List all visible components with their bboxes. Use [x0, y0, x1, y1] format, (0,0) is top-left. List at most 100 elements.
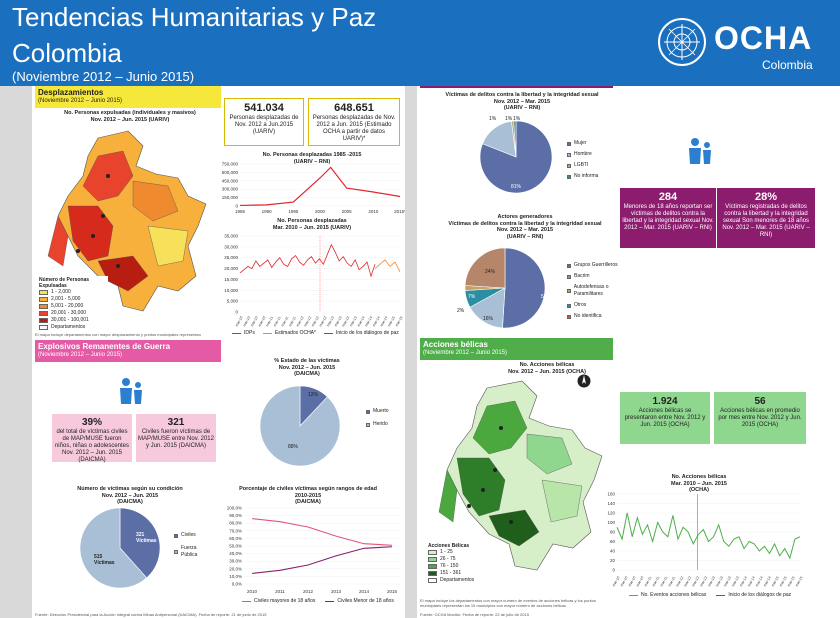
- legend-item: No informa: [567, 173, 627, 180]
- y-tick-label: 750,000: [222, 162, 239, 167]
- y-tick-label: 50,0%: [229, 544, 242, 549]
- pct-label: 515 Víctimas: [94, 554, 115, 566]
- x-tick-label: mar-12: [311, 316, 320, 328]
- map-title: No. Acciones bélicas Nov. 2012 – Jun. 20…: [508, 362, 586, 375]
- pct-label: 321 Víctimas: [136, 532, 157, 544]
- legend-item: 26 - 75: [428, 556, 484, 563]
- y-tick-label: 30,000: [224, 244, 238, 249]
- y-tick-label: 5,000: [227, 299, 239, 304]
- legend-item: Otros: [567, 302, 631, 309]
- legend-item: 5,001 - 20,000: [39, 303, 107, 310]
- pct-label: 16%: [483, 316, 494, 322]
- combat-actions-line-chart: 160140120100806040200mar-10mar-10mar-10m…: [607, 492, 804, 588]
- minors-percent-box: 28% Víctimas registradas de delitos cont…: [717, 188, 815, 248]
- stat-text: Personas desplazadas de Nov. 2012 a Jun.…: [312, 115, 396, 142]
- x-tick-label: mar-13: [341, 316, 350, 328]
- pie-slice: [79, 507, 148, 589]
- legend-item: 2,001 - 5,000: [39, 296, 107, 303]
- y-tick-label: 0: [612, 568, 615, 573]
- legend-item: Civiles mayores de 18 años: [242, 598, 315, 605]
- y-tick-label: 600,000: [222, 170, 239, 175]
- pct-label: 1%: [505, 116, 513, 122]
- map-legend: Acciones Bélicas 1 - 25 26 - 75 76 - 150…: [427, 542, 485, 585]
- x-tick-label: mar-12: [318, 316, 327, 328]
- section-title-desplazamientos: Desplazamientos (Noviembre 2012 – Junio …: [35, 86, 221, 108]
- x-tick-label: mar-14: [364, 316, 373, 328]
- x-tick-label: mar-12: [699, 576, 708, 588]
- actors-title: Actores generadores Víctimas de delitos …: [448, 214, 602, 240]
- x-tick-label: mar-13: [731, 576, 740, 588]
- legend-item: Fuerza Pública: [174, 545, 214, 559]
- x-tick-label: 1985: [235, 209, 246, 214]
- legend-item: 30,001 - 100,001: [39, 317, 107, 324]
- stat-box-estimate: 648.651 Personas desplazadas de Nov. 201…: [308, 98, 400, 146]
- combat-total-box: 1.924 Acciones bélicas se presentaron en…: [620, 392, 710, 444]
- panel-explosivos: Explosivos Remanentes de Guerra (Noviemb…: [32, 340, 405, 618]
- x-tick-label: mar-12: [675, 576, 684, 588]
- y-tick-label: 40,0%: [229, 551, 242, 556]
- pct-label: 2%: [457, 308, 465, 314]
- pct-label: 1%: [489, 116, 497, 122]
- x-tick-label: mar-12: [296, 316, 305, 328]
- combat-average-box: 56 Acciones bélicas en promedio por mes …: [714, 392, 806, 444]
- stat-value: 648.651: [334, 102, 374, 114]
- series-line: [251, 546, 393, 574]
- report-title: Tendencias Humanitarias y Paz: [12, 2, 377, 32]
- y-tick-label: 80,0%: [229, 521, 242, 526]
- report-period: (Noviembre 2012 – Junio 2015): [12, 69, 195, 84]
- stat-value: 284: [658, 191, 678, 203]
- panel-acciones: Acciones bélicas (Noviembre 2012 – Junio…: [417, 336, 840, 618]
- x-tick-label: mar-15: [795, 576, 804, 588]
- x-tick-label: mar-13: [334, 316, 343, 328]
- x-tick-label: mar-11: [265, 316, 274, 327]
- y-tick-label: 20,0%: [229, 566, 242, 571]
- victims-by-sex-pie: [479, 120, 553, 194]
- footnote: Fuente: Dirección Presidencial para la A…: [35, 612, 267, 617]
- colombia-displacement-map: [47, 130, 207, 312]
- section-period: (Noviembre 2012 – Junio 2015): [38, 98, 123, 104]
- line-title: Porcentaje de civiles víctimas según ran…: [239, 486, 377, 505]
- x-tick-label: mar-14: [747, 576, 756, 588]
- x-tick-label: 1995: [288, 209, 299, 214]
- x-tick-label: mar-15: [395, 316, 404, 328]
- x-tick-label: mar-13: [349, 316, 358, 328]
- ocha-logo-sub: Colombia: [762, 58, 813, 72]
- legend-item: Departamentos: [428, 577, 484, 584]
- x-tick-label: mar-13: [326, 316, 335, 328]
- legend-item: Herido: [366, 421, 406, 428]
- stat-text: del total de víctimas civiles de MAP/MUS…: [54, 429, 130, 463]
- legend-item: Departamentos: [39, 324, 107, 331]
- section-title-explosivos: Explosivos Remanentes de Guerra (Noviemb…: [35, 340, 221, 362]
- x-tick-label: mar-10: [257, 316, 266, 328]
- x-tick-label: mar-10: [250, 316, 259, 328]
- x-tick-label: mar-14: [763, 576, 772, 588]
- y-tick-label: 35,000: [224, 234, 238, 239]
- legend-item: Mujer: [567, 140, 627, 147]
- report-country: Colombia: [12, 38, 122, 68]
- legend-item: Inicio de los diálogos de paz: [716, 592, 791, 599]
- y-tick-label: 0,0%: [232, 582, 242, 587]
- x-tick-label: mar-15: [771, 576, 780, 588]
- y-tick-label: 10,0%: [229, 574, 242, 579]
- x-tick-label: mar-12: [683, 576, 692, 588]
- legend-item: LGBTI: [567, 162, 627, 169]
- y-tick-label: 60: [610, 539, 616, 544]
- section-title-text: Acciones bélicas: [423, 340, 488, 349]
- legend-item: Inicio de los diálogos de paz: [323, 330, 399, 337]
- map-footnote: El mapa incluye los departamentos con ma…: [420, 598, 596, 608]
- ocha-logo-text: OCHA: [714, 20, 813, 56]
- x-tick-label: 2015*: [394, 209, 405, 214]
- chart2-title: No. Personas desplazadas Mar. 2010 – Jun…: [272, 218, 352, 231]
- section-period: (Noviembre 2012 – Junio 2015): [38, 352, 123, 358]
- y-tick-label: 160: [607, 492, 615, 497]
- y-tick-label: 10,000: [224, 288, 238, 293]
- stat-value: 56: [754, 396, 766, 407]
- x-tick-label: 2010: [247, 589, 258, 594]
- x-tick-label: 2013: [331, 589, 342, 594]
- y-tick-label: 20: [610, 558, 616, 563]
- x-tick-label: mar-10: [242, 316, 251, 328]
- y-tick-label: 40: [610, 549, 616, 554]
- x-tick-label: mar-14: [357, 316, 366, 328]
- x-tick-label: mar-10: [620, 576, 629, 588]
- x-tick-label: mar-10: [628, 576, 637, 588]
